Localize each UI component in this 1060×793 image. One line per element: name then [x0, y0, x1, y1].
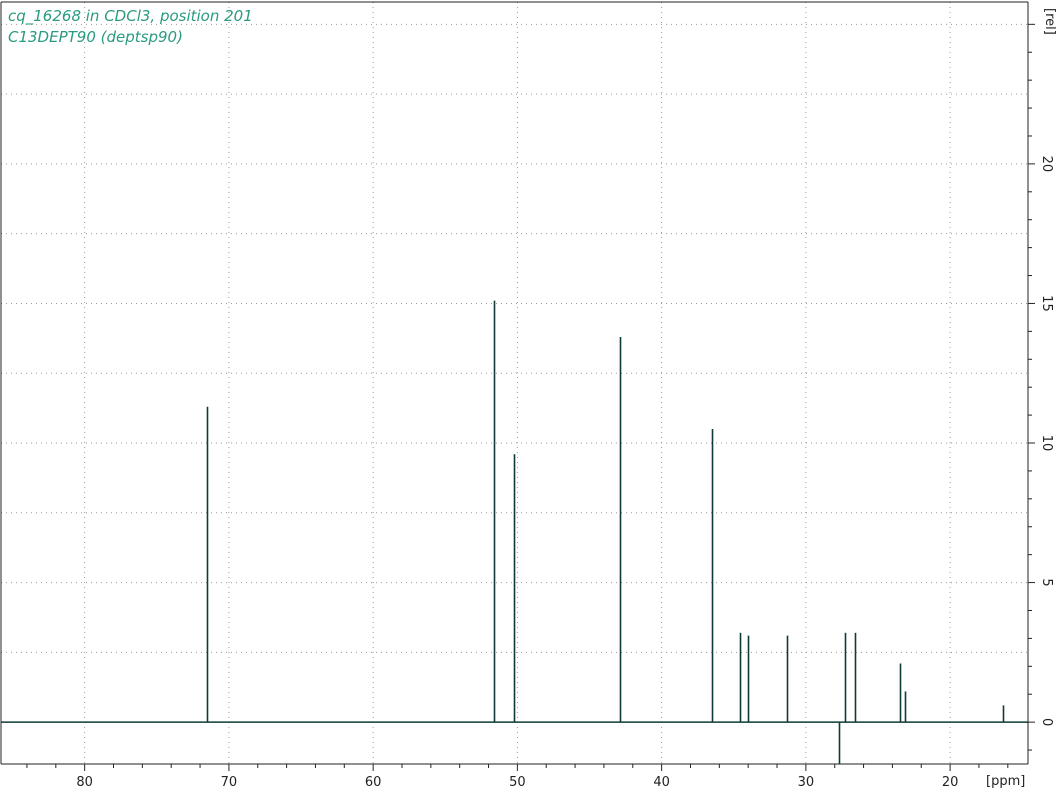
ticks: 80 70 60 50 40 30 20 0 5 10 15 20	[26, 23, 1054, 790]
x-tick-label: 70	[221, 775, 238, 790]
title-block: cq_16268 in CDCl3, position 201 C13DEPT9…	[8, 7, 253, 46]
x-tick-label: 20	[942, 775, 959, 790]
y-axis-unit-label: [rel]	[1042, 8, 1057, 35]
title-line-1: cq_16268 in CDCl3, position 201	[8, 7, 253, 26]
y-tick-label: 10	[1039, 435, 1054, 452]
spectrum-trace	[1, 300, 1028, 764]
axes	[0, 1, 1029, 765]
x-axis-unit-label: [ppm]	[986, 774, 1025, 789]
x-tick-label: 50	[509, 775, 526, 790]
y-tick-label: 20	[1039, 156, 1054, 173]
x-tick-label: 40	[653, 775, 670, 790]
y-tick-label: 15	[1039, 295, 1054, 312]
x-tick-label: 30	[798, 775, 815, 790]
y-tick-label: 0	[1039, 718, 1054, 726]
x-tick-label: 80	[76, 775, 93, 790]
y-tick-label: 5	[1039, 578, 1054, 586]
title-line-2: C13DEPT90 (deptsp90)	[8, 28, 183, 46]
x-tick-label: 60	[365, 775, 382, 790]
grid	[1, 2, 1028, 764]
